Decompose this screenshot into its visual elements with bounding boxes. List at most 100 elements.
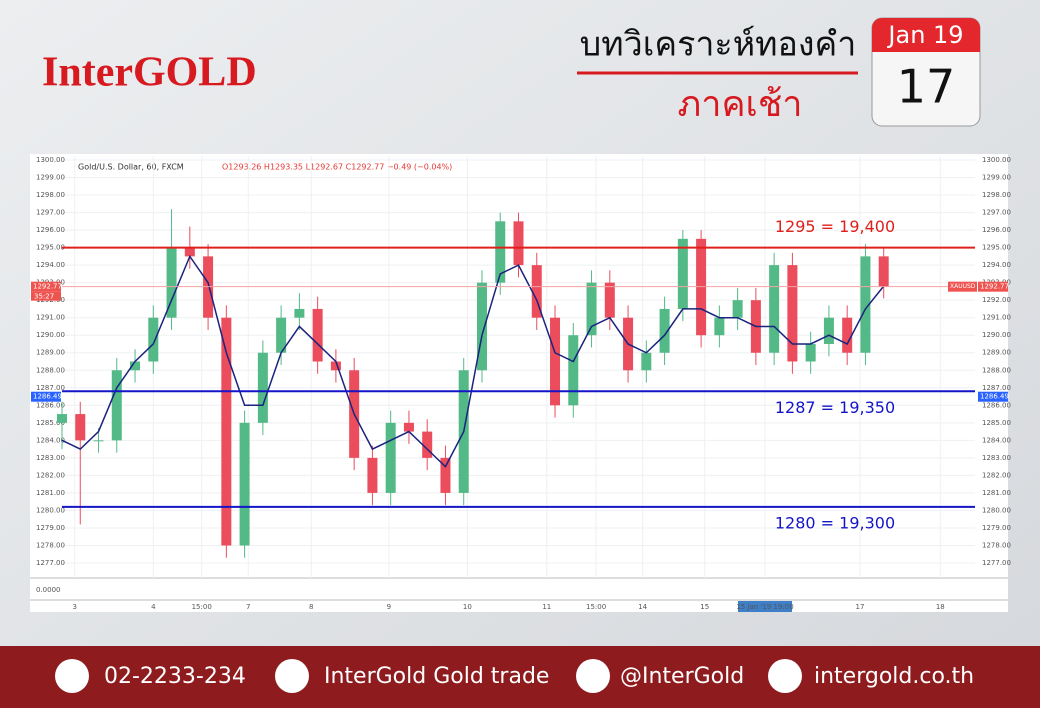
y-tick-label-right: 1278.00 — [982, 541, 1011, 549]
candle-body — [440, 457, 451, 493]
candle-body — [312, 308, 323, 362]
calendar-month: Jan 19 — [886, 21, 963, 49]
y-tick-label: 1298.00 — [36, 191, 65, 199]
candle-body — [130, 361, 141, 371]
price-badge-right — [978, 391, 1008, 402]
price-badge-right-label: 1292.77 — [980, 283, 1009, 291]
x-tick-label: 3 — [73, 603, 77, 611]
y-tick-label-right: 1297.00 — [982, 209, 1011, 217]
candle-body — [276, 317, 287, 353]
y-tick-label: 1283.00 — [36, 454, 65, 462]
y-tick-label: 1288.00 — [36, 366, 65, 374]
y-tick-label: 1281.00 — [36, 489, 65, 497]
candle-body — [860, 256, 871, 353]
facebook-icon — [275, 659, 309, 693]
y-tick-label-right: 1288.00 — [982, 366, 1011, 374]
y-tick-label: 1282.00 — [36, 471, 65, 479]
symbol-badge — [948, 281, 977, 292]
y-tick-label-right: 1292.00 — [982, 296, 1011, 304]
calendar-band — [872, 18, 980, 52]
x-tick-label: 15:00 — [586, 603, 606, 611]
y-tick-label-right: 1279.00 — [982, 524, 1011, 532]
candle-body — [842, 317, 853, 353]
candle-body — [330, 361, 341, 371]
candle-body — [367, 457, 378, 493]
lower-pane-label: 0.0000 — [36, 586, 61, 594]
y-tick-label: 1294.00 — [36, 261, 65, 269]
candle-body — [257, 352, 268, 423]
y-tick-label: 1295.00 — [36, 244, 65, 252]
candle-body — [604, 282, 615, 318]
symbol-text: Gold/U.S. Dollar, 60, FXCM — [78, 163, 184, 172]
x-tick-label: 7 — [246, 603, 250, 611]
ohlc-text: O1293.26 H1293.35 L1292.67 C1292.77 −0.4… — [222, 163, 452, 172]
x-tick-label: 9 — [387, 603, 391, 611]
y-tick-label: 1287.00 — [36, 384, 65, 392]
price-badge-label: 1292.77 — [33, 283, 62, 291]
y-tick-label-right: 1289.00 — [982, 349, 1011, 357]
price-badge-label: 1286.49 — [33, 393, 62, 401]
candle-body — [111, 370, 122, 441]
y-tick-label-right: 1287.00 — [982, 384, 1011, 392]
candle-body — [75, 414, 86, 441]
candle-body — [495, 221, 506, 283]
candle-body — [641, 352, 652, 371]
footer-line: @InterGold — [620, 664, 744, 689]
y-tick-label: 1296.00 — [36, 226, 65, 234]
candle-body — [57, 414, 67, 423]
countdown-badge — [31, 291, 61, 301]
footer-facebook: InterGold Gold trade — [324, 664, 549, 689]
candle-body — [166, 247, 177, 318]
x-tick-label: 17 — [856, 603, 865, 611]
candle-body — [476, 282, 487, 371]
candle-body — [239, 422, 250, 546]
countdown: 35:27 — [34, 293, 54, 301]
y-tick-label: 1289.00 — [36, 349, 65, 357]
y-tick-label-right: 1277.00 — [982, 559, 1011, 567]
candle-body — [677, 238, 688, 309]
candle-body — [732, 300, 743, 318]
y-tick-label: 1284.00 — [36, 436, 65, 444]
plot: 1277.00 1277.00 1278.00 1278.00 1279.00 1279.… — [31, 156, 1011, 612]
price-badge — [31, 391, 61, 402]
y-tick-label-right: 1291.00 — [982, 314, 1011, 322]
y-tick-label: 1286.00 — [36, 401, 65, 409]
price-badge-right-label: 1286.49 — [980, 393, 1009, 401]
y-tick-label: 1285.00 — [36, 419, 65, 427]
candle-body — [184, 247, 195, 257]
candle-body — [878, 256, 889, 287]
x-tick-highlight — [738, 601, 793, 612]
y-tick-label: 1278.00 — [36, 541, 65, 549]
candle-body — [586, 282, 597, 336]
calendar: Jan 19 17 — [871, 17, 981, 127]
level-label: 1287 = 19,350 — [775, 398, 895, 417]
candle-body — [823, 317, 834, 344]
title: บทวิเคราะห์ทองคำ — [580, 25, 857, 65]
y-tick-label-right: 1295.00 — [982, 244, 1011, 252]
y-tick-label: 1290.00 — [36, 331, 65, 339]
x-tick-label: 14 — [638, 603, 647, 611]
candle-body — [513, 221, 524, 266]
y-tick-label: 1277.00 — [36, 559, 65, 567]
candle-body — [787, 265, 798, 362]
y-tick-label-right: 1281.00 — [982, 489, 1011, 497]
candle-body — [531, 265, 542, 318]
phone-icon — [55, 659, 89, 693]
price-badge-right — [978, 281, 1008, 292]
moving-average — [61, 254, 885, 468]
y-tick-label-right: 1283.00 — [982, 454, 1011, 462]
calendar-day: 17 — [897, 60, 956, 114]
x-tick-label: 4 — [151, 603, 156, 611]
brand: InterGOLD — [42, 50, 257, 96]
y-tick-label: 1280.00 — [36, 506, 65, 514]
candle-body — [714, 317, 725, 336]
y-tick-label: 1291.00 — [36, 314, 65, 322]
y-tick-label: 1279.00 — [36, 524, 65, 532]
symbol-badge-label: XAUUSD — [950, 283, 976, 290]
price-badge — [31, 281, 61, 292]
candle-body — [568, 335, 579, 406]
x-tick-label: 15 — [700, 603, 709, 611]
y-tick-label-right: 1290.00 — [982, 331, 1011, 339]
footer-web: intergold.co.th — [814, 664, 974, 689]
